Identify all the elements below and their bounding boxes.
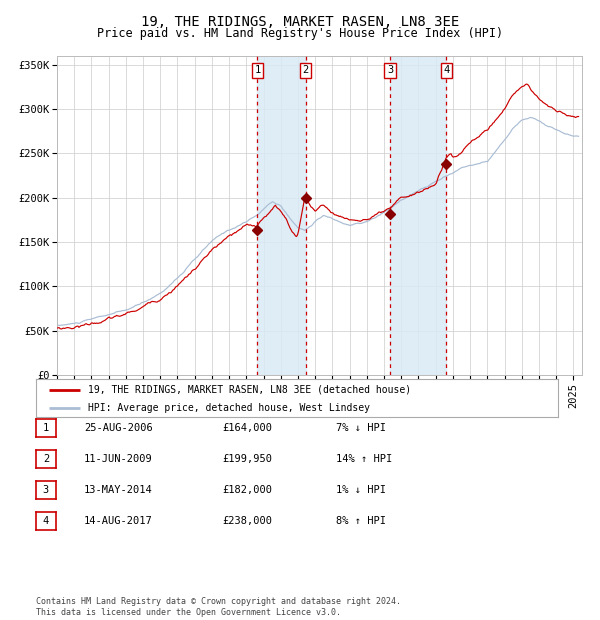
Text: 8% ↑ HPI: 8% ↑ HPI [336, 516, 386, 526]
Text: 3: 3 [387, 65, 394, 75]
Text: 19, THE RIDINGS, MARKET RASEN, LN8 3EE (detached house): 19, THE RIDINGS, MARKET RASEN, LN8 3EE (… [88, 385, 412, 395]
Text: 11-JUN-2009: 11-JUN-2009 [84, 454, 153, 464]
Text: £182,000: £182,000 [222, 485, 272, 495]
Text: 14% ↑ HPI: 14% ↑ HPI [336, 454, 392, 464]
Bar [390, 56, 446, 375]
Text: 25-AUG-2006: 25-AUG-2006 [84, 423, 153, 433]
Text: HPI: Average price, detached house, West Lindsey: HPI: Average price, detached house, West… [88, 403, 370, 413]
Text: 14-AUG-2017: 14-AUG-2017 [84, 516, 153, 526]
Text: 7% ↓ HPI: 7% ↓ HPI [336, 423, 386, 433]
Text: £164,000: £164,000 [222, 423, 272, 433]
Text: 1: 1 [43, 423, 49, 433]
Text: 1% ↓ HPI: 1% ↓ HPI [336, 485, 386, 495]
Text: 1: 1 [254, 65, 260, 75]
Text: 13-MAY-2014: 13-MAY-2014 [84, 485, 153, 495]
Text: £238,000: £238,000 [222, 516, 272, 526]
Text: 19, THE RIDINGS, MARKET RASEN, LN8 3EE: 19, THE RIDINGS, MARKET RASEN, LN8 3EE [141, 16, 459, 30]
Text: 2: 2 [302, 65, 308, 75]
Text: Price paid vs. HM Land Registry's House Price Index (HPI): Price paid vs. HM Land Registry's House … [97, 27, 503, 40]
Text: 3: 3 [43, 485, 49, 495]
Bar [257, 56, 305, 375]
Text: Contains HM Land Registry data © Crown copyright and database right 2024.
This d: Contains HM Land Registry data © Crown c… [36, 598, 401, 617]
Text: £199,950: £199,950 [222, 454, 272, 464]
Text: 4: 4 [43, 516, 49, 526]
Text: 2: 2 [43, 454, 49, 464]
Text: 4: 4 [443, 65, 449, 75]
